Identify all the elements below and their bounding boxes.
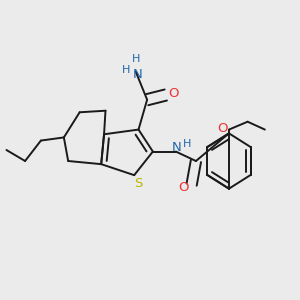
Text: H: H bbox=[183, 139, 191, 149]
Text: O: O bbox=[178, 181, 188, 194]
Text: S: S bbox=[134, 177, 142, 190]
Text: O: O bbox=[218, 122, 228, 135]
Text: N: N bbox=[172, 141, 181, 154]
Text: H: H bbox=[122, 65, 130, 75]
Text: N: N bbox=[133, 68, 143, 81]
Text: H: H bbox=[131, 54, 140, 64]
Text: O: O bbox=[169, 87, 179, 100]
